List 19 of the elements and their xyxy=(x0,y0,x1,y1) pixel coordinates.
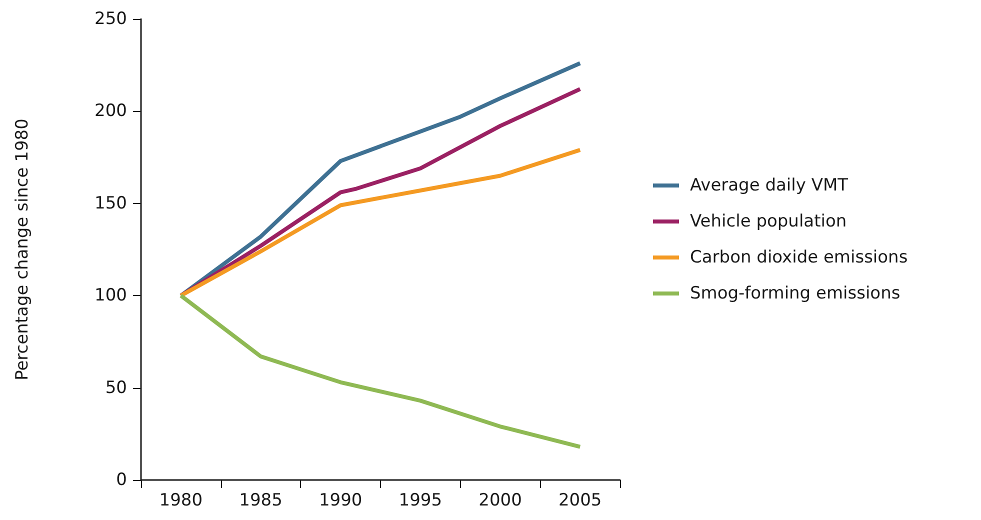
y-tick-label: 0 xyxy=(116,470,127,490)
legend-label: Smog-forming emissions xyxy=(690,284,900,304)
y-axis-title: Percentage change since 1980 xyxy=(12,118,32,380)
y-tick-label: 200 xyxy=(94,101,127,122)
y-tick-label: 50 xyxy=(105,378,127,398)
x-tick-label: 1980 xyxy=(159,490,203,510)
legend-label: Average daily VMT xyxy=(690,176,849,196)
y-tick-label: 250 xyxy=(94,9,127,29)
x-tick-label: 1985 xyxy=(239,490,282,510)
x-tick-label: 1990 xyxy=(318,490,362,510)
x-tick-label: 1995 xyxy=(398,490,442,510)
legend-label: Vehicle population xyxy=(690,212,847,232)
y-tick-label: 150 xyxy=(94,193,127,214)
x-tick-label: 2005 xyxy=(558,490,602,510)
x-tick-label: 2000 xyxy=(478,490,522,510)
line-series xyxy=(178,148,582,298)
legend-label: Carbon dioxide emissions xyxy=(690,248,908,268)
y-tick-label: 100 xyxy=(94,286,127,306)
line-series xyxy=(178,294,582,449)
